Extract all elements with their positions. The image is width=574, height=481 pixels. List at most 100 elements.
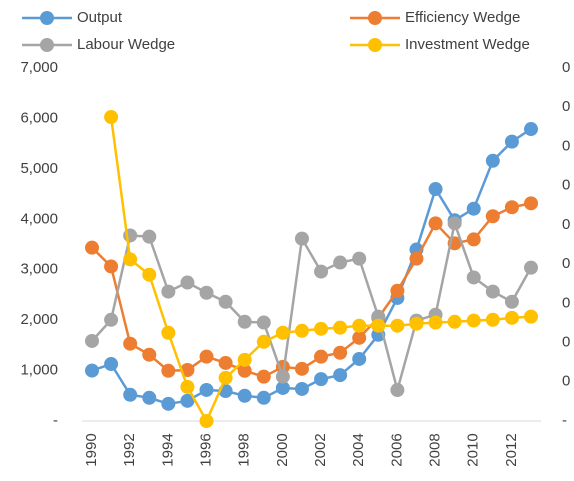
data-point [524,309,538,324]
data-point [237,314,252,329]
data-point [142,267,157,282]
y2-tick-label: 0 [562,137,570,154]
x-tick-label: 1998 [236,433,253,466]
legend-label: Efficiency Wedge [405,9,520,26]
data-point [524,122,538,137]
legend-marker [368,11,382,25]
data-point [161,325,176,340]
x-tick-label: 2008 [427,433,444,466]
data-point [466,270,481,285]
data-point [504,200,519,215]
data-point [218,370,233,385]
legend-marker [368,38,382,52]
data-point [275,369,290,384]
data-point [466,201,481,216]
series-line [91,218,533,395]
data-point [352,351,367,366]
x-tick-label: 1996 [197,433,214,466]
data-point [333,345,348,360]
data-point [485,209,500,224]
legend-marker [40,11,54,25]
data-point [142,347,157,362]
data-point [524,260,538,275]
data-point [256,315,271,330]
data-point [256,369,271,384]
y2-tick-label: 0 [562,373,570,390]
x-tick-label: 2006 [388,433,405,466]
y2-tick-label: 0 [562,255,570,272]
data-point [104,259,119,274]
data-point [485,284,500,299]
x-tick-label: 2004 [350,433,367,466]
series-line [91,202,532,379]
data-point [428,182,443,197]
data-point [428,315,443,330]
data-point [275,380,290,395]
data-point [218,294,233,309]
x-tick-label: 2012 [503,433,520,466]
data-point [352,318,367,333]
data-point [256,390,271,405]
data-point [199,349,214,364]
data-point [314,321,329,336]
data-point [524,196,538,211]
data-point [485,153,500,168]
data-point [85,333,99,348]
x-tick-label: 1994 [159,433,176,466]
data-point [314,349,329,364]
data-point [104,312,119,327]
data-point [199,414,214,428]
data-point [504,310,519,325]
data-point [237,388,252,403]
data-point [123,336,138,351]
data-point [199,382,214,397]
data-point [447,216,462,231]
legend-label: Labour Wedge [77,36,175,53]
data-point [390,318,405,333]
x-tick-label: 2000 [274,433,291,466]
data-point [352,330,367,345]
data-point [161,284,176,299]
y-tick-label: 7,000 [20,59,58,76]
data-point [504,134,519,149]
x-tick-label: 2002 [312,433,329,466]
legend-label: Investment Wedge [405,36,530,53]
data-point [504,294,519,309]
y2-tick-label: 0 [562,216,570,233]
data-point [218,355,233,370]
y-tick-label: 6,000 [20,109,58,126]
data-point [142,229,157,244]
data-point [314,372,329,387]
data-point [294,231,309,246]
y2-tick-label: 0 [562,98,570,115]
data-point [294,323,309,338]
y-tick-label: - [53,412,58,429]
data-point [199,285,214,300]
data-point [333,368,348,383]
data-point [371,318,386,333]
legend-marker [40,38,54,52]
data-point [123,387,138,402]
data-point [180,379,195,394]
data-point [85,240,99,255]
data-point [237,363,252,378]
y-tick-label: 5,000 [20,160,58,177]
y-tick-label: 4,000 [20,210,58,227]
data-point [294,361,309,376]
data-point [104,357,119,372]
data-point [123,252,138,267]
data-point [390,283,405,298]
y2-tick-label: 0 [562,334,570,351]
data-point [180,393,195,408]
legend-label: Output [77,9,123,26]
data-point [237,352,252,367]
y-tick-label: 3,000 [20,261,58,278]
data-point [466,232,481,247]
y2-tick-label: 0 [562,177,570,194]
data-point [314,264,329,279]
data-point [275,325,290,340]
data-point [352,251,367,266]
data-point [104,110,119,125]
y2-tick-label: 0 [562,294,570,311]
data-point [409,316,424,331]
